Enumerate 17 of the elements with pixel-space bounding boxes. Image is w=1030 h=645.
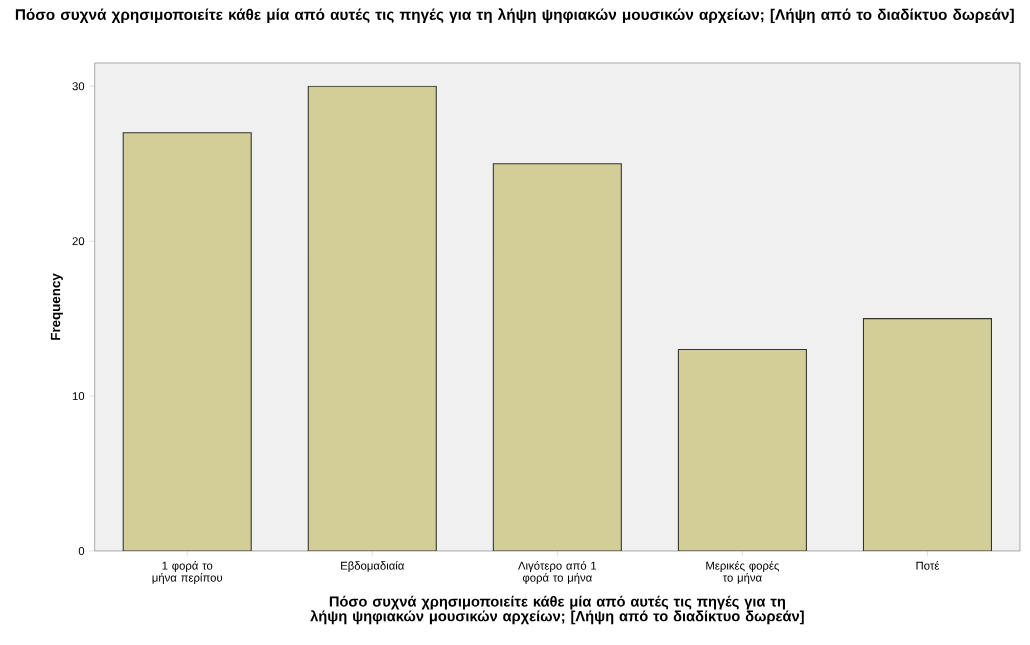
bar (677, 349, 807, 551)
bar (493, 163, 622, 551)
x-tick-label: Εβδομαδιαία (341, 561, 405, 572)
x-tick-label: 1 φορά το μήνα περίπου (152, 561, 223, 584)
x-axis-title: Πόσο συχνά χρησιμοποιείτε κάθε μία από αυτές τις πηγές για τη λήψη ψηφιακών μουσικών αρχείων; [Λήψη από το διαδίκτυο δωρεάν] (310, 595, 804, 625)
y-tick-label: 20 (72, 237, 85, 246)
x-tick-label: Ποτέ (916, 561, 940, 570)
chart-title: Πόσο συχνά χρησιμοποιείτε κάθε μία από αυτές τις πηγές για τη λήψη ψηφιακών μουσικών αρχείων; [Λήψη από το διαδίκτυο δωρεάν] (15, 8, 1014, 24)
x-tick-label: Λιγότερο από 1 φορά το μήνα (518, 561, 597, 584)
y-tick-label: 30 (72, 82, 85, 91)
bar (862, 318, 992, 551)
x-tick-label: Μερικές φορές το μήνα (706, 561, 780, 584)
y-tick-label: 0 (78, 546, 85, 555)
y-tick-label: 10 (72, 392, 85, 401)
y-axis-title: Frequency (50, 273, 63, 340)
bar (122, 132, 252, 551)
bar (307, 85, 437, 551)
